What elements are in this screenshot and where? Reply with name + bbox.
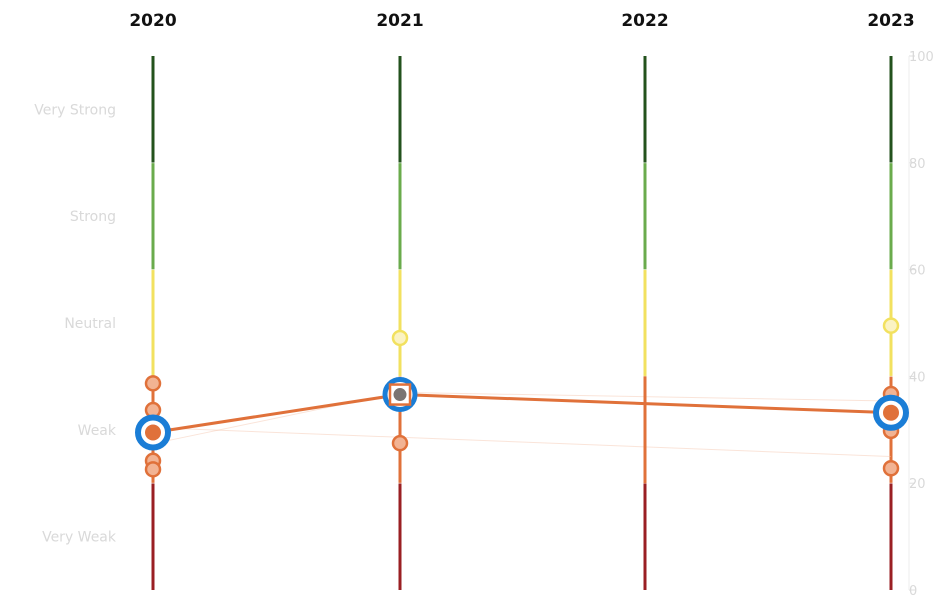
series-polyline [152,393,892,434]
tick-label: 20 [909,477,926,492]
year-axis [641,56,649,590]
series-point-core [145,424,161,441]
data-point[interactable] [391,329,409,347]
tick-label: 0 [909,584,917,595]
band-label: Neutral [64,316,116,332]
band-label: Very Weak [42,530,117,546]
faint-lines [152,391,892,457]
year-label: 2023 [867,11,914,31]
data-point[interactable] [882,459,900,477]
tick-label: 40 [909,370,926,385]
data-point[interactable] [391,434,409,452]
series-point-core [883,404,899,421]
year-labels: 2020 2021 2022 2023 [129,11,914,31]
data-point[interactable] [144,375,162,392]
band-label: Strong [70,209,116,225]
tick-label: 60 [909,264,926,279]
faint-line [152,427,892,457]
year-axis [149,56,157,590]
band-label: Weak [78,423,117,439]
right-axis-ticks: 0 20 40 60 80 100 [908,50,934,595]
tick-label: 100 [909,50,934,65]
year-axis [396,56,404,590]
year-label: 2020 [129,11,176,31]
year-label: 2021 [376,11,423,31]
tick-label: 80 [909,157,926,172]
year-label: 2022 [621,11,668,31]
band-label: Very Strong [34,102,116,118]
data-point[interactable] [144,461,162,478]
series-point-core [393,388,407,402]
year-axes [149,56,895,590]
data-points [144,317,900,478]
band-labels: Very Strong Strong Neutral Weak Very Weak [34,102,117,545]
series-line [135,376,909,484]
data-point[interactable] [882,317,900,334]
